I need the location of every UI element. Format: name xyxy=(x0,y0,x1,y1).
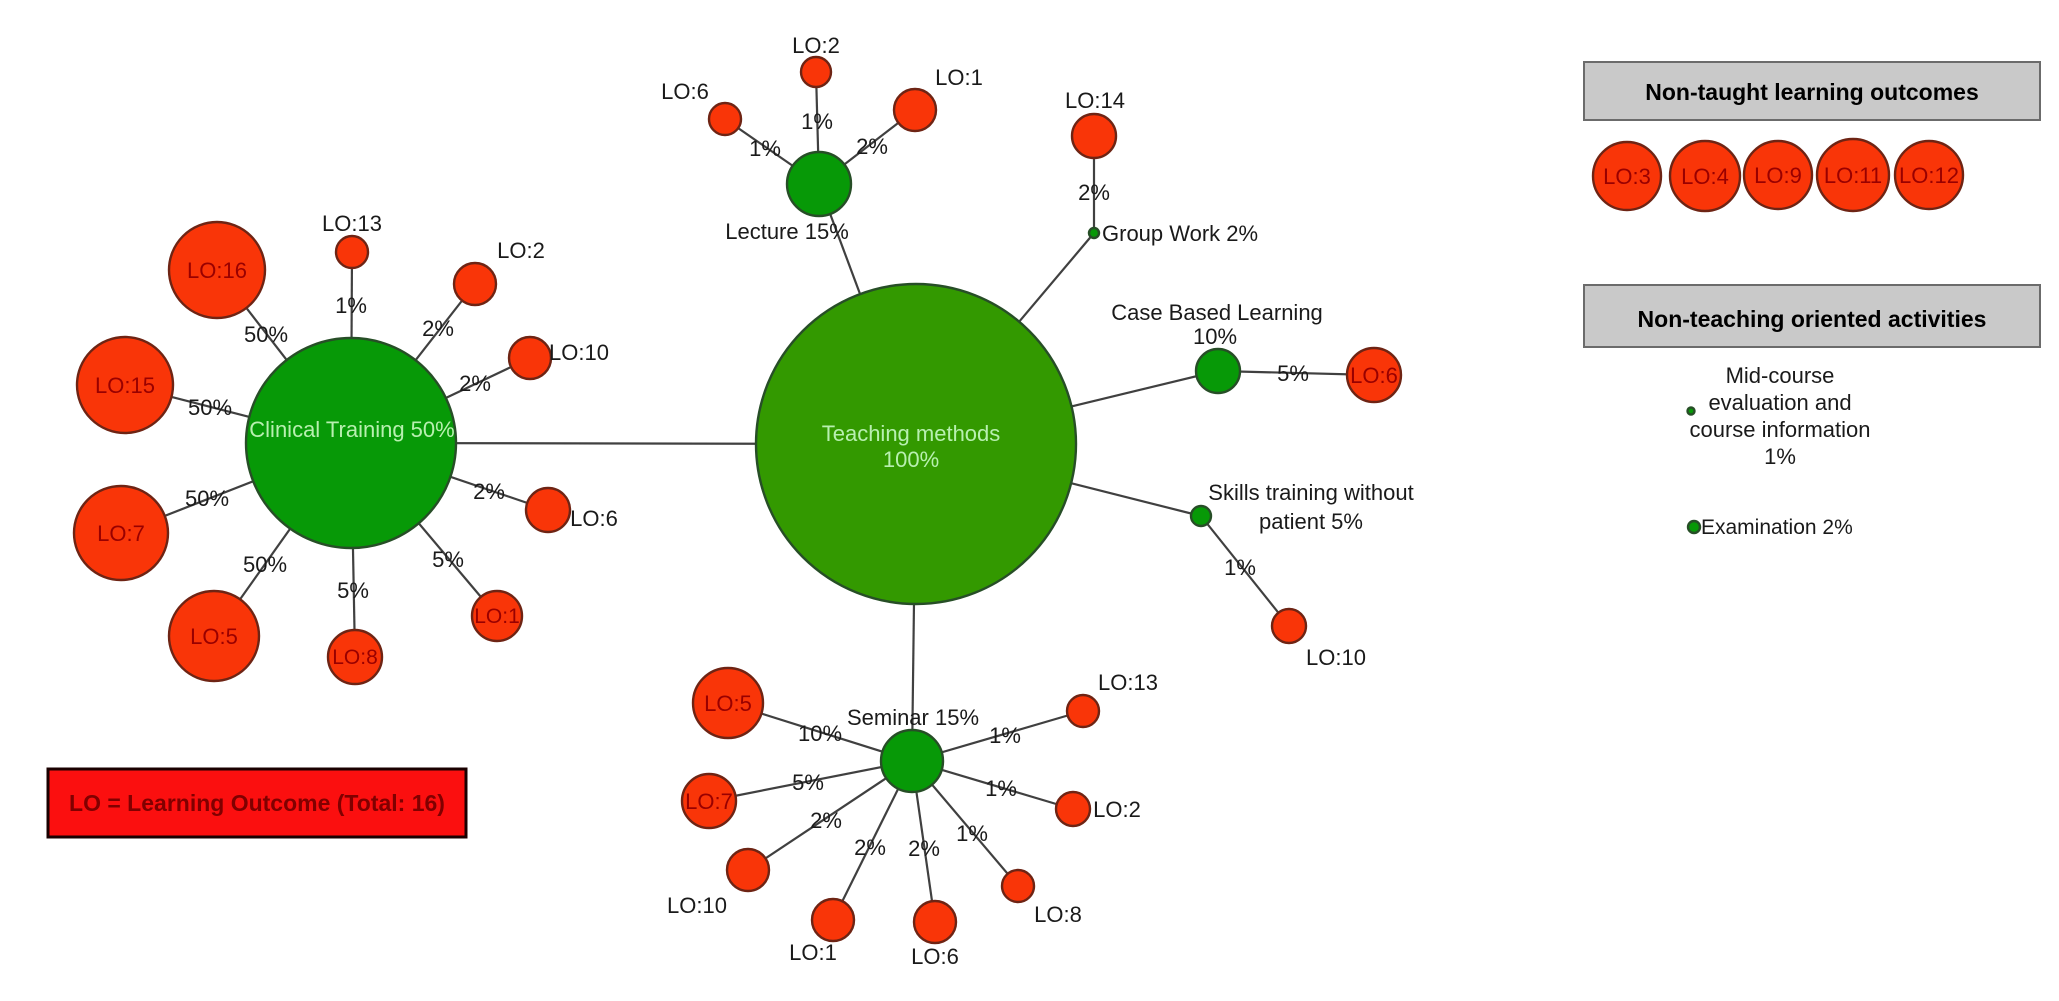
svg-text:LO:12: LO:12 xyxy=(1899,163,1959,188)
svg-text:1%: 1% xyxy=(335,293,367,318)
svg-text:LO:6: LO:6 xyxy=(661,79,709,104)
svg-text:LO:8: LO:8 xyxy=(332,646,378,669)
svg-text:LO:13: LO:13 xyxy=(1098,670,1158,695)
svg-text:2%: 2% xyxy=(856,134,888,159)
svg-text:LO:7: LO:7 xyxy=(685,789,733,814)
svg-text:LO:3: LO:3 xyxy=(1603,164,1651,189)
svg-text:Non-teaching oriented activiti: Non-teaching oriented activities xyxy=(1638,306,1987,332)
svg-text:LO:13: LO:13 xyxy=(322,211,382,236)
svg-text:50%: 50% xyxy=(188,395,232,420)
svg-text:2%: 2% xyxy=(854,835,886,860)
svg-text:LO:2: LO:2 xyxy=(792,33,840,58)
svg-text:1%: 1% xyxy=(1764,444,1796,469)
svg-text:1%: 1% xyxy=(989,723,1021,748)
svg-text:50%: 50% xyxy=(243,552,287,577)
svg-text:course information: course information xyxy=(1690,417,1871,442)
svg-text:2%: 2% xyxy=(422,316,454,341)
svg-text:LO:10: LO:10 xyxy=(667,893,727,918)
svg-text:Mid-course: Mid-course xyxy=(1726,363,1835,388)
svg-text:LO:15: LO:15 xyxy=(95,373,155,398)
svg-text:Group Work 2%: Group Work 2% xyxy=(1102,221,1258,246)
svg-text:patient 5%: patient 5% xyxy=(1259,509,1363,534)
svg-text:LO:7: LO:7 xyxy=(97,521,145,546)
svg-text:Non-taught learning outcomes: Non-taught learning outcomes xyxy=(1645,79,1979,105)
svg-text:LO:1: LO:1 xyxy=(789,940,837,965)
svg-text:LO:14: LO:14 xyxy=(1065,88,1125,113)
svg-text:LO:8: LO:8 xyxy=(1034,902,1082,927)
svg-text:Skills training without: Skills training without xyxy=(1208,480,1413,505)
svg-text:LO:2: LO:2 xyxy=(497,238,545,263)
svg-text:Examination 2%: Examination 2% xyxy=(1701,516,1853,539)
svg-text:LO:16: LO:16 xyxy=(187,258,247,283)
svg-text:LO:10: LO:10 xyxy=(1306,645,1366,670)
svg-text:Clinical Training 50%: Clinical Training 50% xyxy=(249,417,454,442)
svg-text:LO:9: LO:9 xyxy=(1754,163,1802,188)
svg-text:Teaching methods: Teaching methods xyxy=(822,421,1001,446)
svg-text:LO:5: LO:5 xyxy=(704,691,752,716)
svg-text:Lecture 15%: Lecture 15% xyxy=(725,219,849,244)
svg-text:5%: 5% xyxy=(792,770,824,795)
svg-text:100%: 100% xyxy=(883,447,939,472)
svg-text:1%: 1% xyxy=(749,136,781,161)
svg-text:Case Based Learning: Case Based Learning xyxy=(1111,300,1323,325)
svg-text:10%: 10% xyxy=(798,721,842,746)
svg-text:1%: 1% xyxy=(801,109,833,134)
svg-text:2%: 2% xyxy=(908,836,940,861)
svg-text:50%: 50% xyxy=(185,486,229,511)
svg-text:5%: 5% xyxy=(1277,361,1309,386)
svg-text:1%: 1% xyxy=(1224,555,1256,580)
svg-text:LO:11: LO:11 xyxy=(1824,163,1882,188)
svg-text:LO:5: LO:5 xyxy=(190,624,238,649)
svg-text:LO:6: LO:6 xyxy=(911,944,959,969)
svg-text:LO:6: LO:6 xyxy=(1350,363,1398,388)
svg-text:LO:1: LO:1 xyxy=(935,65,983,90)
svg-text:5%: 5% xyxy=(337,578,369,603)
svg-text:10%: 10% xyxy=(1193,324,1237,349)
svg-text:evaluation and: evaluation and xyxy=(1708,390,1851,415)
svg-text:LO:4: LO:4 xyxy=(1681,164,1729,189)
svg-text:LO = Learning Outcome (Total:: LO = Learning Outcome (Total: 16) xyxy=(69,790,445,816)
svg-text:LO:10: LO:10 xyxy=(549,340,609,365)
svg-text:50%: 50% xyxy=(244,322,288,347)
svg-text:LO:2: LO:2 xyxy=(1093,797,1141,822)
svg-text:LO:1: LO:1 xyxy=(474,605,520,628)
svg-text:1%: 1% xyxy=(985,776,1017,801)
svg-text:LO:6: LO:6 xyxy=(570,506,618,531)
svg-text:Seminar 15%: Seminar 15% xyxy=(847,705,979,730)
svg-text:1%: 1% xyxy=(956,821,988,846)
svg-text:2%: 2% xyxy=(459,371,491,396)
svg-text:2%: 2% xyxy=(473,479,505,504)
svg-text:2%: 2% xyxy=(810,808,842,833)
svg-text:5%: 5% xyxy=(432,547,464,572)
svg-text:2%: 2% xyxy=(1078,180,1110,205)
